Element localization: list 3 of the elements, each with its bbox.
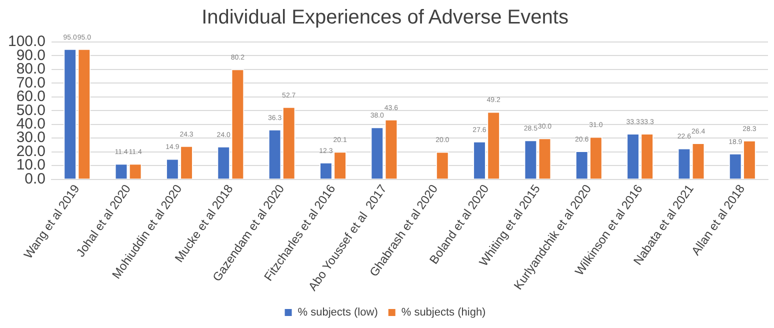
legend-label: % subjects (low) — [298, 306, 378, 319]
legend-label: % subjects (high) — [401, 306, 486, 319]
chart-title: Individual Experiences of Adverse Events — [202, 6, 568, 29]
